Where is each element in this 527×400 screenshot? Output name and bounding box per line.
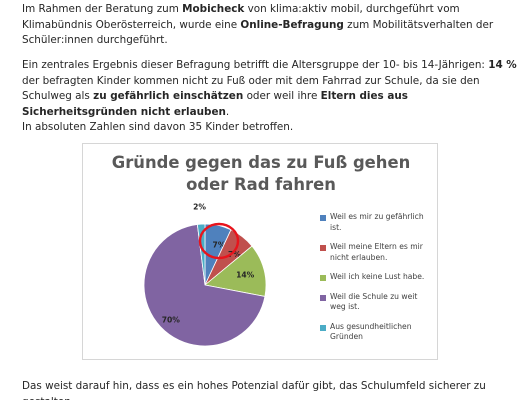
chart-title-line-2: oder Rad fahren	[186, 175, 336, 194]
conclusion-paragraph: Das weist darauf hin, dass es ein hohes …	[22, 379, 522, 400]
intro-text-3: zum Mobilitätsverhalten der Schüler:inne…	[22, 18, 494, 47]
danger-emphasis: zu gefährlich einschätzen	[93, 90, 244, 103]
pie-slice	[143, 224, 266, 347]
legend-swatch	[320, 324, 326, 331]
legend-swatch	[320, 275, 326, 281]
legend-label: Weil meine Eltern es mir nicht erlauben.	[330, 242, 423, 262]
result-text-4: .	[225, 105, 230, 118]
pie-graphic: 7%7% 14% 70% 2%	[143, 202, 267, 347]
legend-swatch	[320, 245, 326, 251]
result-paragraph: Ein zentrales Ergebnis dieser Befragung …	[22, 58, 522, 136]
result-text-2: der befragten Kinder kommen nicht zu Fuß…	[22, 74, 480, 103]
chart-title-line-1: Gründe gegen das zu Fuß gehen	[111, 153, 411, 172]
legend-swatch	[320, 215, 326, 221]
legend-label: Aus gesundheitlichen Gründen	[330, 321, 412, 342]
result-text-1: Ein zentrales Ergebnis dieser Befragung …	[22, 59, 489, 71]
intro-text-2: von klima:aktiv mobil, durchgeführt vom …	[22, 3, 460, 31]
legend-item: Weil ich keine Lust habe.	[320, 272, 435, 283]
conclusion-text: Das weist darauf hin, dass es ein hohes …	[22, 380, 486, 400]
legend-item: Weil es mir zu gefährlich ist.	[320, 212, 435, 233]
legend-item: Weil die Schule zu weit weg ist.	[320, 292, 435, 313]
legend-label: Weil es mir zu gefährlich ist.	[330, 212, 424, 232]
pie-slice-label: 7%	[213, 241, 226, 250]
intro-text-1: Im Rahmen der Beratung zum	[22, 3, 183, 15]
percent-emphasis: 14 %	[488, 59, 517, 71]
intro-paragraph: Im Rahmen der Beratung zum Mobicheck von…	[22, 2, 522, 49]
pie-slice-label: 7%	[228, 250, 241, 259]
legend-item: Aus gesundheitlichen Gründen	[320, 322, 435, 343]
legend-label: Weil die Schule zu weit weg ist.	[330, 291, 418, 312]
pie-slice	[204, 245, 267, 297]
pie-slice-label: 2%	[193, 202, 206, 211]
chart-legend: Weil es mir zu gefährlich ist. Weil meine…	[320, 212, 435, 352]
legend-item: Weil meine Eltern es mir nicht erlauben.	[320, 242, 435, 263]
pie-chart: Gründe gegen das zu Fuß gehen oder Rad f…	[82, 143, 438, 360]
result-text-3: oder weil ihre	[243, 90, 321, 103]
legend-swatch	[320, 294, 326, 301]
pie-slice-label: 14%	[236, 271, 255, 280]
highlight-circle	[198, 222, 240, 260]
parents-emphasis: Eltern dies aus Sicherheitsgründen nicht…	[22, 90, 408, 118]
chart-title: Gründe gegen das zu Fuß gehen oder Rad f…	[83, 152, 439, 196]
legend-label: Weil ich keine Lust habe.	[330, 272, 425, 281]
online-survey-emphasis: Online-Befragung	[240, 18, 344, 31]
absolute-numbers-text: In absoluten Zahlen sind davon 35 Kinder…	[22, 121, 294, 134]
pie-slice-label: 70%	[162, 315, 181, 324]
mobicheck-emphasis: Mobicheck	[182, 3, 245, 15]
